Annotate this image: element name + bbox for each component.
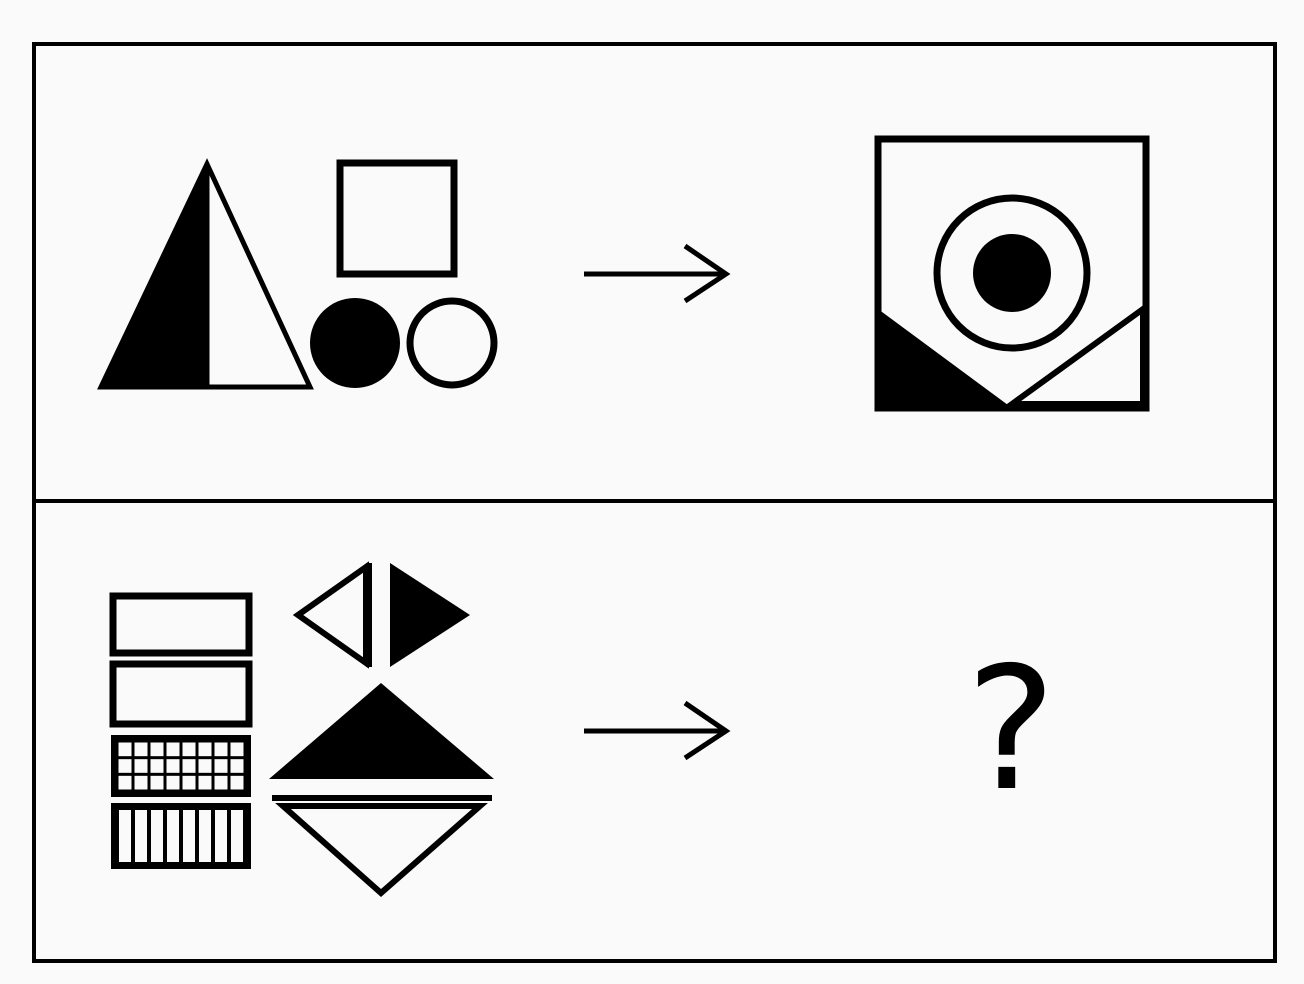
filled-circle bbox=[310, 298, 400, 388]
grid-cell bbox=[118, 742, 132, 757]
grid-cell bbox=[182, 775, 196, 790]
bottom-row-source-figures bbox=[109, 561, 494, 898]
top-row-result-figure bbox=[874, 135, 1150, 412]
grid-cell bbox=[134, 759, 148, 773]
grid-cell bbox=[134, 775, 148, 790]
result-outline-triangle bbox=[1002, 303, 1146, 407]
outline-rectangle-2 bbox=[109, 660, 253, 728]
grid-cell bbox=[150, 759, 164, 773]
grid-cell bbox=[230, 742, 244, 757]
stripe-gap bbox=[151, 810, 163, 862]
stripe-gap bbox=[119, 810, 131, 862]
grid-cell bbox=[198, 775, 212, 790]
filled-up-triangle bbox=[269, 683, 494, 779]
grid-cell bbox=[134, 742, 148, 757]
grid-cell bbox=[118, 759, 132, 773]
grid-cell bbox=[150, 775, 164, 790]
grid-cell bbox=[214, 742, 228, 757]
outline-rectangle-1 bbox=[109, 592, 253, 657]
grid-cell bbox=[166, 759, 180, 773]
stripe-gap bbox=[183, 810, 195, 862]
grid-cell bbox=[166, 742, 180, 757]
grid-cell bbox=[182, 759, 196, 773]
stripe-gap bbox=[215, 810, 227, 862]
grid-cell bbox=[118, 775, 132, 790]
outline-left-triangle bbox=[292, 561, 372, 669]
grid-pattern-rectangle bbox=[111, 735, 251, 797]
grid-cell bbox=[166, 775, 180, 790]
grid-cell bbox=[198, 742, 212, 757]
striped-rectangle bbox=[111, 803, 251, 869]
half-filled-triangle bbox=[97, 158, 314, 390]
grid-cell bbox=[150, 742, 164, 757]
result-outer-ring bbox=[933, 194, 1091, 352]
top-arrow bbox=[584, 243, 731, 304]
stripe-gap bbox=[231, 810, 243, 862]
stripe-gap bbox=[135, 810, 147, 862]
result-inner-dot bbox=[973, 234, 1051, 312]
grid-cell bbox=[230, 759, 244, 773]
bottom-arrow bbox=[584, 700, 731, 761]
filled-right-triangle bbox=[390, 563, 470, 667]
grid-cell bbox=[182, 742, 196, 757]
grid-cell bbox=[230, 775, 244, 790]
outline-down-triangle bbox=[272, 795, 492, 898]
top-row-source-figures bbox=[97, 158, 498, 390]
outline-square bbox=[336, 159, 458, 278]
stripe-gap bbox=[199, 810, 211, 862]
stripe-gap bbox=[167, 810, 179, 862]
outline-circle bbox=[406, 297, 498, 389]
grid-cell bbox=[214, 759, 228, 773]
grid-cell bbox=[214, 775, 228, 790]
question-mark: ? bbox=[966, 631, 1056, 829]
grid-cell bbox=[198, 759, 212, 773]
result-black-triangle bbox=[878, 309, 1012, 408]
